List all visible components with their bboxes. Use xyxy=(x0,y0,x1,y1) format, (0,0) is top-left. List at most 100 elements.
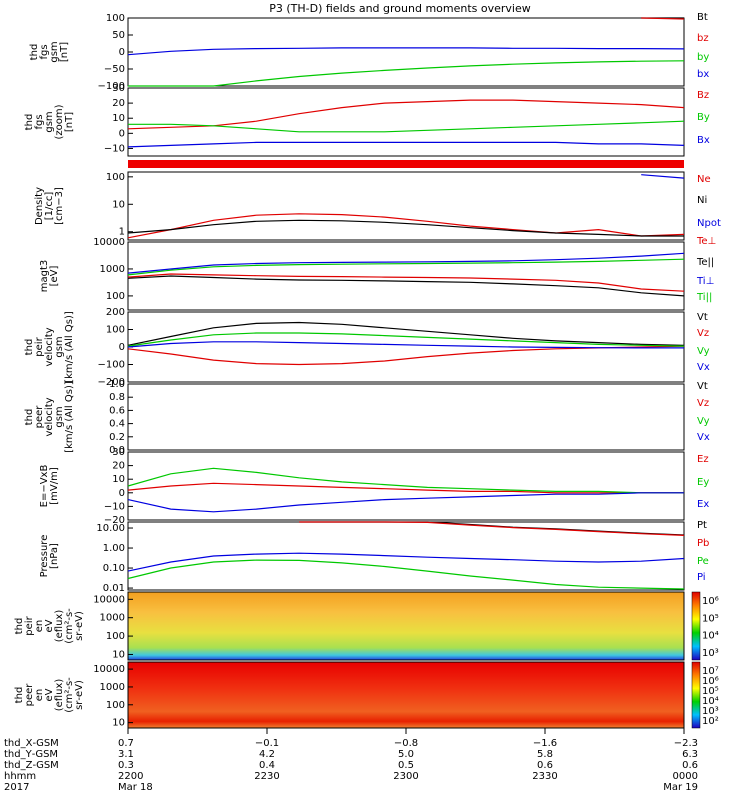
y-label: fgs xyxy=(34,114,45,129)
y-label: velocity xyxy=(44,327,55,366)
legend-Te||: Te|| xyxy=(696,257,714,268)
colorbar xyxy=(691,591,701,661)
x-tick-label: Mar 19 xyxy=(663,782,698,793)
x-tick-label: 3.1 xyxy=(118,749,134,760)
legend-Ne: Ne xyxy=(697,174,711,185)
y-tick-label: 100 xyxy=(106,172,125,183)
panel-temperature: 10000 1000 100 magt3 [eV] Te⊥ Te|| Ti⊥ Ti|| xyxy=(39,236,716,311)
y-label: magt3 xyxy=(39,260,50,293)
y-tick-label: 1.00 xyxy=(103,543,125,554)
legend-Vx: Vx xyxy=(697,362,710,373)
panel-frame xyxy=(127,87,685,157)
series-line-Vz xyxy=(127,345,685,366)
y-tick-label: 100 xyxy=(106,13,125,24)
y-label: peer xyxy=(34,405,45,429)
y-tick-label: 0.01 xyxy=(103,583,125,594)
x-row-label: thd_X‑GSM xyxy=(4,738,59,749)
y-tick-label: 1 xyxy=(119,227,125,238)
x-tick-label: 0.3 xyxy=(118,760,134,771)
panel-fgs_gsm_zoom: 30 20 10 0 −10 thd fgs gsm (zoom) [nT] Bz By Bx xyxy=(24,83,710,157)
x-tick-label: 2330 xyxy=(532,771,557,782)
series-line-Te⊥ xyxy=(127,273,685,292)
y-tick-label: 100 xyxy=(106,631,125,642)
y-tick-label: −10 xyxy=(104,143,125,154)
colorbar-tick-label: 10² xyxy=(702,716,719,727)
flag-bar xyxy=(128,160,684,168)
y-tick-label: 10 xyxy=(112,474,125,485)
legend-Vx: Vx xyxy=(697,432,710,443)
y-label: (eflux) xyxy=(54,679,65,712)
x-row-label: hhmm xyxy=(4,771,36,782)
legend-Vz: Vz xyxy=(697,328,709,339)
y-tick-label: −10 xyxy=(104,501,125,512)
legend-bx: bx xyxy=(697,69,709,80)
y-tick-label: 10000 xyxy=(93,237,125,248)
y-label: [eV] xyxy=(49,266,60,287)
x-tick-label: 2230 xyxy=(254,771,279,782)
y-label: [mV/m] xyxy=(49,467,60,505)
series-line-bz xyxy=(641,17,685,20)
y-tick-label: 200 xyxy=(106,307,125,318)
spectrogram xyxy=(128,592,684,660)
y-label: [1/cc] xyxy=(44,192,55,221)
series-line-Ti|| xyxy=(127,258,685,276)
y-label: [nT] xyxy=(59,42,70,62)
y-tick-label: 0 xyxy=(119,342,125,353)
y-tick-label: 10000 xyxy=(93,594,125,605)
series-line-bx xyxy=(127,47,685,56)
y-label: Density xyxy=(34,187,45,225)
x-tick-label: 0.6 xyxy=(682,760,698,771)
series-line-Pb xyxy=(299,521,685,536)
series-line-Bx xyxy=(127,141,685,148)
y-label: thd xyxy=(14,618,25,635)
legend-by: by xyxy=(697,52,709,63)
y-label: velocity xyxy=(44,397,55,436)
x-tick-label: −0.1 xyxy=(255,738,279,749)
series-line-Ti⊥ xyxy=(127,252,685,274)
x-row-label: thd_Y‑GSM xyxy=(4,749,58,760)
y-label: gsm xyxy=(54,336,65,357)
y-label: (eflux) xyxy=(54,610,65,643)
y-tick-label: 20 xyxy=(112,98,125,109)
y-label: [cm−3] xyxy=(54,187,65,225)
panel-frame xyxy=(127,17,685,87)
y-label: thd xyxy=(24,339,35,356)
y-tick-label: 10 xyxy=(112,718,125,729)
legend-Ez: Ez xyxy=(697,454,709,465)
x-row-label: thd_Z‑GSM xyxy=(4,760,59,771)
y-label: peir xyxy=(24,615,35,635)
legend-bz: bz xyxy=(697,33,709,44)
legend-Ex: Ex xyxy=(697,499,709,510)
x-tick-label: 4.2 xyxy=(259,749,275,760)
y-tick-label: 10 xyxy=(112,649,125,660)
y-tick-label: 0 xyxy=(119,47,125,58)
y-tick-label: 1.0 xyxy=(109,379,125,390)
series-line-Vy xyxy=(127,332,685,347)
colorbar-tick-label: 10⁶ xyxy=(702,596,719,607)
panel-frame xyxy=(127,383,685,451)
y-label: en xyxy=(34,620,45,633)
y-tick-label: 1000 xyxy=(100,613,125,624)
panel-efield: 30 20 10 0 −10 −20 E=−VxB [mV/m] Ez Ey Ex xyxy=(39,447,709,526)
series-line-Bz xyxy=(127,99,685,130)
y-label: Pressure xyxy=(39,535,50,578)
series-line-Te|| xyxy=(127,275,685,297)
colorbar-tick-label: 10⁶ xyxy=(702,676,719,687)
x-tick-label: 6.3 xyxy=(682,749,698,760)
legend-Vt: Vt xyxy=(697,312,708,323)
series-line-Pi xyxy=(127,552,685,572)
legend-Npot: Npot xyxy=(697,218,721,229)
y-label: (zoom) xyxy=(54,104,65,139)
y-tick-label: 100 xyxy=(106,325,125,336)
legend-Ey: Ey xyxy=(697,477,709,488)
x-tick-label: −1.6 xyxy=(533,738,557,749)
y-label: [nPa] xyxy=(49,543,60,569)
legend-Vy: Vy xyxy=(697,346,710,357)
y-label: peer xyxy=(24,683,35,707)
series-line-Vt xyxy=(127,321,685,346)
series-line-Ni xyxy=(127,219,684,237)
y-tick-label: 1000 xyxy=(100,264,125,275)
legend-Bx: Bx xyxy=(697,135,710,146)
legend-Pe: Pe xyxy=(697,556,709,567)
